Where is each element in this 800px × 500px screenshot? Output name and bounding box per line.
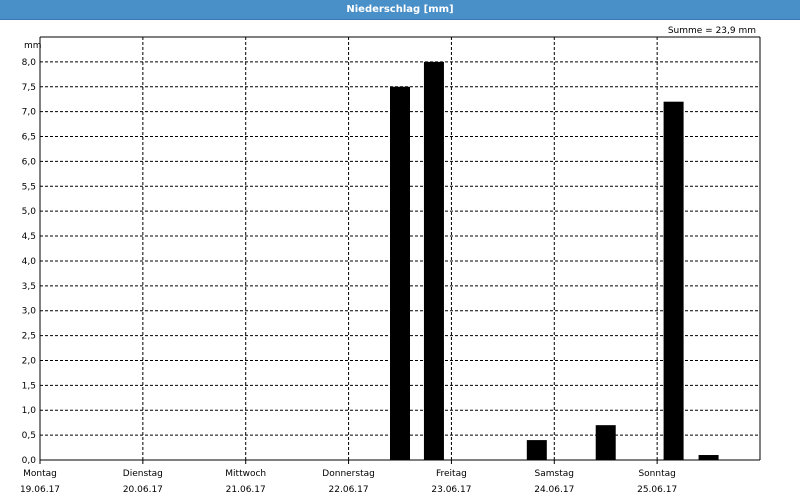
day-date-label: 24.06.17 bbox=[534, 485, 574, 495]
day-name-label: Freitag bbox=[436, 469, 467, 479]
axis-labels: 0,0 0,5 1,0 1,5 2,0 2,5 3,0 3,5 4,0 4,5 5,0 5,5 6,0 6… bbox=[20, 41, 677, 495]
bars bbox=[390, 61, 719, 460]
day-date-label: 23.06.17 bbox=[431, 485, 471, 495]
day-name-label: Montag bbox=[23, 469, 57, 479]
y-tick-label: 3,0 bbox=[22, 307, 37, 317]
sum-label: Summe = 23,9 mm bbox=[667, 26, 756, 36]
day-name-label: Sonntag bbox=[638, 469, 675, 479]
y-tick-label: 6,5 bbox=[22, 133, 36, 143]
y-tick-label: 4,0 bbox=[22, 257, 37, 267]
y-tick-label: 7,0 bbox=[22, 108, 37, 118]
axes bbox=[39, 36, 761, 464]
y-tick-label: 3,5 bbox=[22, 282, 36, 292]
day-name-label: Dienstag bbox=[123, 469, 163, 479]
bar bbox=[526, 440, 547, 460]
day-date-label: 25.06.17 bbox=[637, 485, 677, 495]
day-date-label: 21.06.17 bbox=[226, 485, 266, 495]
y-tick-label: 6,0 bbox=[22, 157, 37, 167]
y-axis-label: mm bbox=[24, 41, 42, 51]
bar bbox=[663, 101, 684, 460]
y-tick-label: 7,5 bbox=[22, 83, 36, 93]
y-tick-label: 1,5 bbox=[22, 381, 36, 391]
y-tick-label: 2,5 bbox=[22, 332, 36, 342]
y-tick-label: 2,0 bbox=[22, 356, 37, 366]
day-name-label: Mittwoch bbox=[225, 469, 266, 479]
chart-title: Niederschlag [mm] bbox=[346, 4, 454, 15]
bar bbox=[423, 61, 444, 460]
y-tick-label: 0,5 bbox=[22, 431, 36, 441]
day-name-label: Samstag bbox=[535, 469, 574, 479]
y-tick-label: 1,0 bbox=[22, 406, 37, 416]
bar bbox=[595, 425, 616, 460]
y-tick-label: 5,5 bbox=[22, 182, 36, 192]
day-date-label: 19.06.17 bbox=[20, 485, 60, 495]
day-date-label: 22.06.17 bbox=[329, 485, 369, 495]
bar bbox=[698, 455, 719, 460]
day-name-label: Donnerstag bbox=[322, 469, 375, 479]
y-tick-label: 8,0 bbox=[22, 58, 37, 68]
y-tick-label: 5,0 bbox=[22, 207, 37, 217]
y-tick-label: 4,5 bbox=[22, 232, 36, 242]
bar bbox=[390, 86, 410, 460]
y-tick-label: 0,0 bbox=[22, 456, 37, 466]
day-date-label: 20.06.17 bbox=[123, 485, 163, 495]
chart-title-bar: Niederschlag [mm] bbox=[0, 0, 800, 20]
